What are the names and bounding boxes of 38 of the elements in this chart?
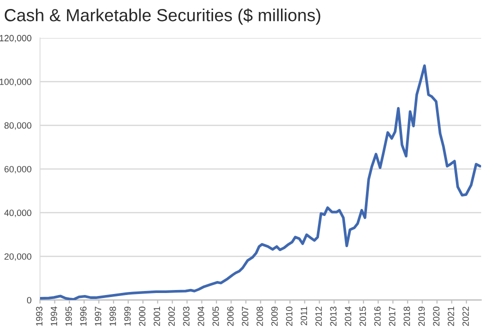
x-tick-label: 2017 bbox=[388, 306, 396, 326]
y-tick-label: 120,000 bbox=[0, 34, 32, 42]
x-tick-label: 1996 bbox=[80, 306, 87, 326]
x-tick-label: 2001 bbox=[154, 306, 160, 326]
x-tick-label: 2020 bbox=[433, 306, 440, 326]
x-tick-label: 1998 bbox=[110, 306, 116, 326]
x-tick-label: 2004 bbox=[198, 306, 204, 326]
chart-title: Cash & Marketable Securities ($ millions) bbox=[4, 8, 320, 25]
x-tick-label: 1999 bbox=[124, 306, 131, 326]
x-tick-label: 1994 bbox=[50, 306, 58, 326]
x-tick-label: 2014 bbox=[344, 306, 352, 326]
x-tick-label: 2011 bbox=[300, 306, 308, 326]
x-tick-label: 2019 bbox=[418, 306, 425, 326]
x-tick-label: 2021 bbox=[448, 306, 454, 326]
x-tick-label: 1995 bbox=[65, 306, 72, 326]
y-tick-label: 80,000 bbox=[4, 122, 32, 130]
x-tick-label: 2016 bbox=[374, 306, 381, 326]
x-tick-label: 2012 bbox=[315, 306, 322, 326]
y-tick-label: 100,000 bbox=[0, 78, 32, 86]
x-tick-label: 2006 bbox=[227, 306, 234, 326]
x-tick-label: 2010 bbox=[286, 306, 292, 326]
x-tick-label: 2000 bbox=[138, 306, 146, 326]
y-tick-label: 60,000 bbox=[4, 166, 32, 174]
x-tick-label: 2015 bbox=[360, 306, 366, 326]
x-tick-label: 2013 bbox=[330, 306, 337, 326]
x-tick-label: 2003 bbox=[183, 306, 190, 326]
x-tick-label: 2018 bbox=[404, 306, 410, 326]
x-tick-label: 1993 bbox=[36, 306, 42, 326]
y-tick-label: 40,000 bbox=[4, 210, 32, 218]
y-tick-label: 0 bbox=[27, 297, 32, 304]
x-tick-label: 2005 bbox=[212, 306, 219, 326]
y-tick-label: 20,000 bbox=[4, 253, 32, 261]
x-tick-label: 2009 bbox=[271, 306, 278, 326]
x-tick-label: 2007 bbox=[242, 306, 248, 326]
x-tick-label: 2002 bbox=[168, 306, 175, 326]
x-tick-label: 2008 bbox=[256, 306, 263, 326]
x-tick-label: 2022 bbox=[462, 306, 469, 326]
x-tick-label: 1997 bbox=[94, 306, 102, 326]
